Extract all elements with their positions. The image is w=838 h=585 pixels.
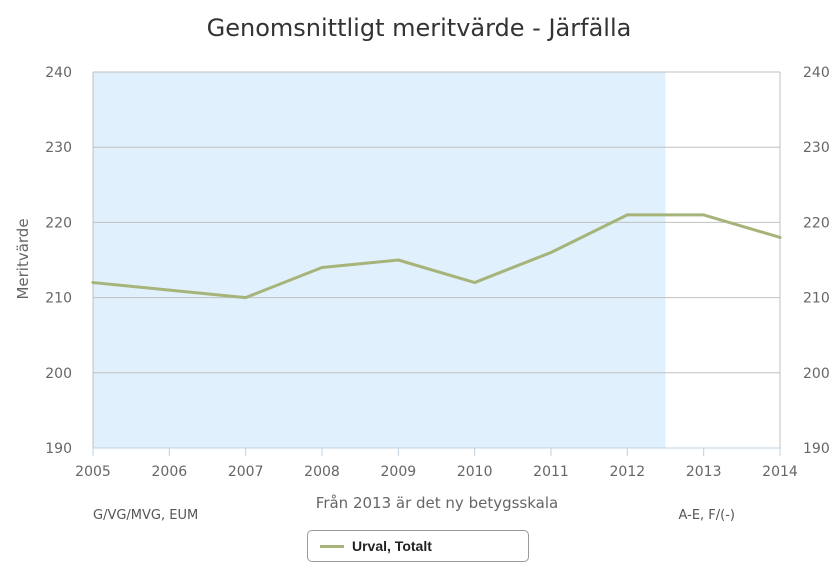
x-axis-title: Från 2013 är det ny betygsskala xyxy=(316,494,558,512)
y2-tick-label-190: 190 xyxy=(803,441,830,457)
series-point-0-2007 xyxy=(244,296,248,300)
band-label-1: A-E, F/(-) xyxy=(679,508,735,523)
series-line-0 xyxy=(91,213,782,300)
x-tick-label-2011: 2011 xyxy=(533,464,569,480)
y-tick-label-220: 220 xyxy=(45,215,72,231)
x-tick-label-2007: 2007 xyxy=(228,464,264,480)
chart-title: Genomsnittligt meritvärde - Järfälla xyxy=(207,14,632,42)
series-point-0-2014 xyxy=(778,235,782,239)
x-tick-label-2013: 2013 xyxy=(686,464,722,480)
series-point-0-2011 xyxy=(549,250,553,254)
series-point-0-2008 xyxy=(320,266,324,270)
plot-band-1 xyxy=(665,72,780,448)
y-tick-label-200: 200 xyxy=(45,366,72,382)
series-point-0-2013 xyxy=(702,213,706,217)
y-axis-title: Meritvärde xyxy=(14,218,32,299)
labels-layer: G/VG/MVG, EUM A-E, F/(-) 190 190 200 200 210 21… xyxy=(45,65,829,523)
y-tick-label-190: 190 xyxy=(45,441,72,457)
x-tick-label-2010: 2010 xyxy=(457,464,493,480)
plot-band-0 xyxy=(93,72,666,448)
x-tick-label-2009: 2009 xyxy=(381,464,417,480)
legend-swatch xyxy=(320,544,344,548)
x-tick-label-2012: 2012 xyxy=(610,464,646,480)
x-tick-label-2005: 2005 xyxy=(75,464,111,480)
series-point-0-2006 xyxy=(167,288,171,292)
x-tick-label-2006: 2006 xyxy=(152,464,188,480)
y-tick-label-240: 240 xyxy=(45,65,72,81)
x-tick-label-2008: 2008 xyxy=(304,464,340,480)
axes xyxy=(92,72,781,456)
plot-bands xyxy=(93,72,780,448)
x-tick-label-2014: 2014 xyxy=(762,464,798,480)
legend[interactable]: Urval, Totalt xyxy=(307,530,529,562)
series-point-0-2012 xyxy=(625,213,629,217)
y-tick-label-230: 230 xyxy=(45,140,72,156)
series-layer xyxy=(91,213,782,300)
y2-tick-label-220: 220 xyxy=(803,215,830,231)
y2-tick-label-240: 240 xyxy=(803,65,830,81)
series-point-0-2005 xyxy=(91,281,95,285)
series-point-0-2009 xyxy=(396,258,400,262)
band-label-0: G/VG/MVG, EUM xyxy=(93,508,198,523)
y-tick-label-210: 210 xyxy=(45,291,72,307)
legend-item-label: Urval, Totalt xyxy=(352,538,432,554)
y2-tick-label-230: 230 xyxy=(803,140,830,156)
y2-tick-label-210: 210 xyxy=(803,291,830,307)
y2-tick-label-200: 200 xyxy=(803,366,830,382)
series-point-0-2010 xyxy=(473,281,477,285)
